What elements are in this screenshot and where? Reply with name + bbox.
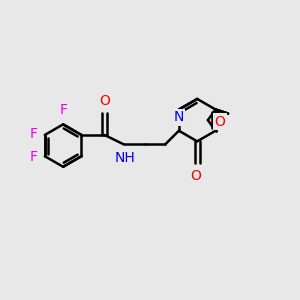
Text: O: O [190,169,201,183]
Text: N: N [174,110,184,124]
Text: F: F [29,127,38,140]
Text: F: F [29,150,38,164]
Text: NH: NH [114,151,135,165]
Text: O: O [214,115,225,129]
Text: F: F [60,103,68,117]
Text: N: N [174,111,184,125]
Text: O: O [99,94,110,108]
